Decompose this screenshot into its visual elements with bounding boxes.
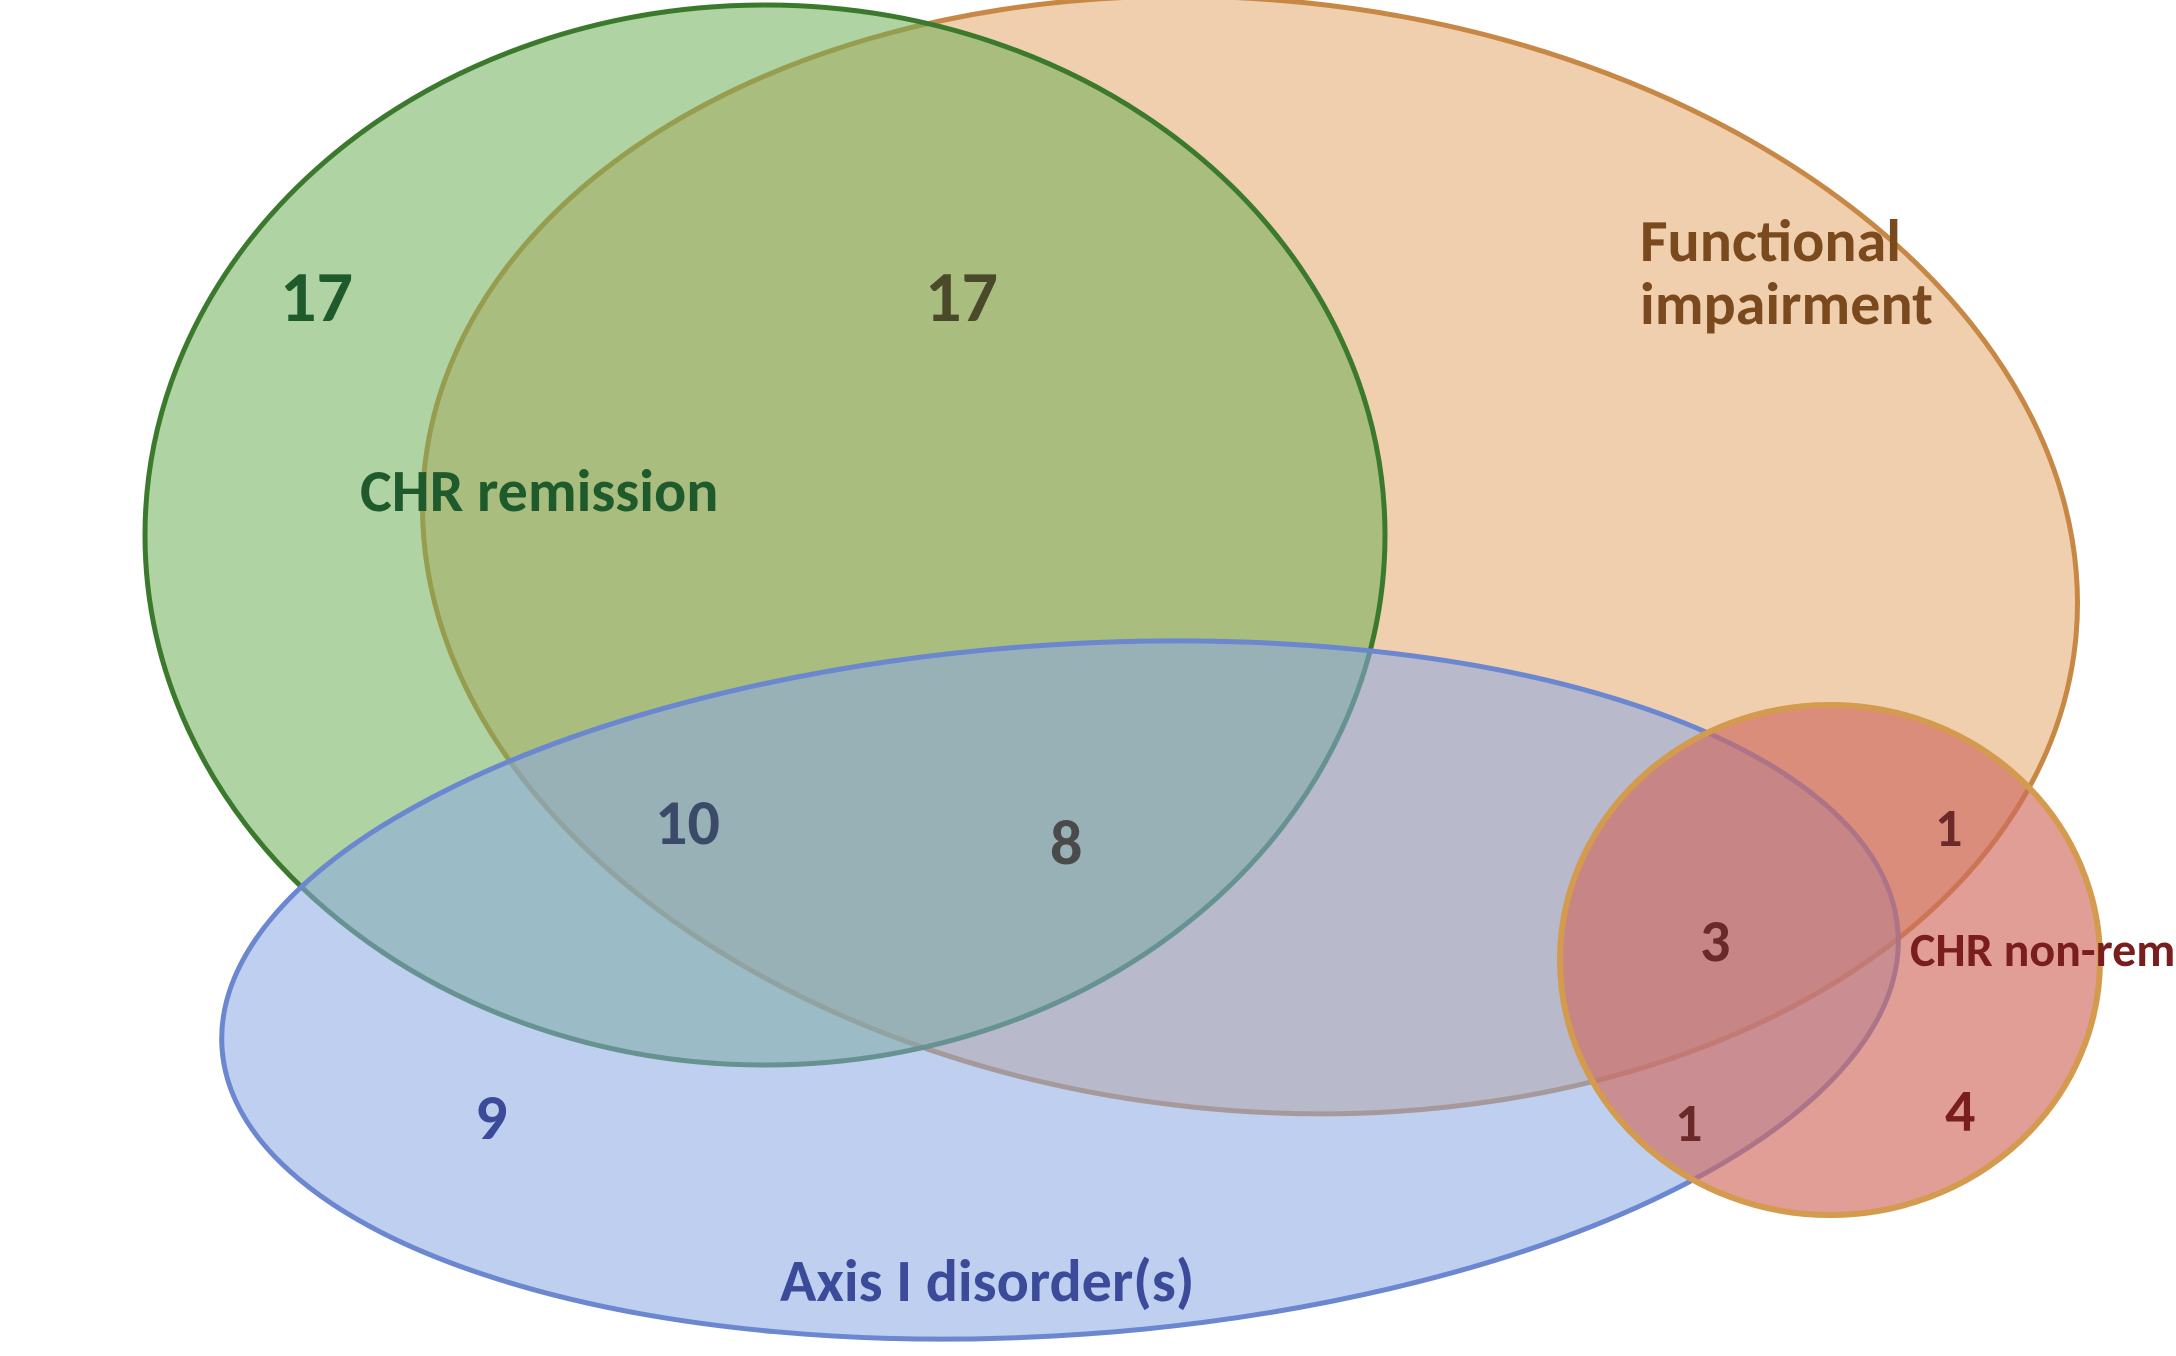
venn-diagram-stage: CHR remission Functional impairment Axis… bbox=[0, 0, 2176, 1356]
value-chr-remission-only: 17 bbox=[280, 260, 353, 336]
value-functional-chrnon: 1 bbox=[1935, 800, 1962, 857]
venn-svg bbox=[0, 0, 2176, 1356]
value-functional-axis-chrnon: 3 bbox=[1700, 910, 1730, 973]
value-chr-remission-axis: 10 bbox=[655, 790, 720, 857]
label-axis-i-disorders: Axis I disorder(s) bbox=[780, 1250, 1195, 1313]
value-chr-remission-functional: 17 bbox=[925, 260, 998, 336]
label-chr-non-remission: CHR non-remission bbox=[1910, 925, 2176, 975]
label-functional-impairment: Functional impairment bbox=[1640, 210, 1933, 336]
value-axis-only: 9 bbox=[475, 1085, 507, 1152]
value-chrnon-only: 4 bbox=[1945, 1080, 1975, 1143]
value-chr-remission-functional-axis: 8 bbox=[1050, 810, 1082, 877]
label-chr-remission: CHR remission bbox=[360, 460, 718, 523]
value-axis-chrnon: 1 bbox=[1675, 1095, 1702, 1152]
